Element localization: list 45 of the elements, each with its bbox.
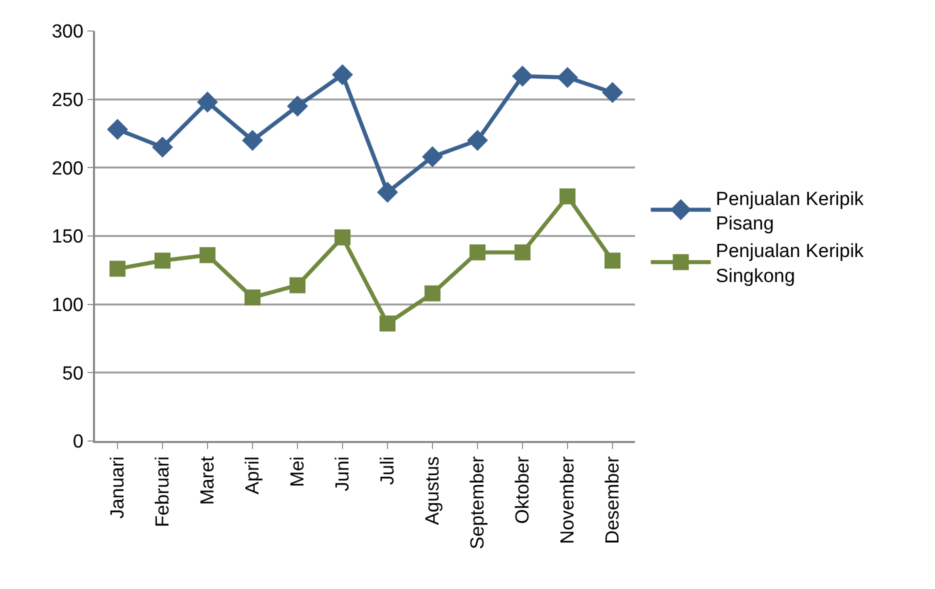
x-tick-label: Mei bbox=[288, 456, 309, 487]
point bbox=[380, 315, 396, 332]
x-tick-label: Agustus bbox=[422, 456, 444, 526]
x-tick-label: Februari bbox=[152, 456, 174, 528]
point bbox=[197, 92, 218, 112]
point bbox=[152, 137, 173, 158]
legend-label: Penjualan Keripik Singkong bbox=[716, 241, 864, 287]
point bbox=[107, 119, 128, 140]
point bbox=[557, 67, 578, 88]
x-tick-label: Januari bbox=[108, 456, 129, 519]
point bbox=[512, 66, 533, 86]
point bbox=[287, 96, 308, 116]
point bbox=[560, 188, 576, 204]
y-tick-label: 50 bbox=[62, 363, 84, 384]
point bbox=[602, 82, 623, 103]
point bbox=[514, 244, 530, 260]
point bbox=[242, 130, 263, 150]
point bbox=[604, 252, 620, 269]
point bbox=[110, 260, 126, 277]
x-tick-label: Oktober bbox=[512, 456, 534, 524]
point bbox=[334, 229, 350, 246]
x-tick-label: Juni bbox=[332, 456, 354, 492]
point bbox=[154, 252, 170, 269]
y-tick-label: 250 bbox=[52, 90, 84, 111]
point bbox=[200, 247, 216, 264]
point bbox=[244, 290, 260, 306]
x-tick-label: Juli bbox=[378, 456, 399, 485]
point bbox=[422, 146, 443, 167]
y-tick-label: 100 bbox=[52, 294, 84, 316]
y-tick-label: 0 bbox=[72, 432, 84, 453]
y-tick-label: 300 bbox=[52, 22, 84, 43]
point bbox=[332, 64, 353, 85]
point bbox=[467, 130, 488, 150]
x-tick-label: April bbox=[242, 456, 264, 494]
point bbox=[470, 244, 486, 260]
y-tick-label: 200 bbox=[52, 158, 84, 180]
y-tick-label: 150 bbox=[52, 226, 84, 248]
legend-label: Penjualan Keripik Pisang bbox=[716, 188, 864, 234]
x-tick-label: Desember bbox=[602, 456, 624, 544]
point bbox=[290, 277, 306, 294]
point bbox=[377, 182, 398, 202]
point bbox=[424, 285, 440, 302]
x-tick-label: September bbox=[468, 456, 489, 550]
x-tick-label: Maret bbox=[198, 456, 219, 505]
x-tick-label: November bbox=[558, 456, 579, 544]
